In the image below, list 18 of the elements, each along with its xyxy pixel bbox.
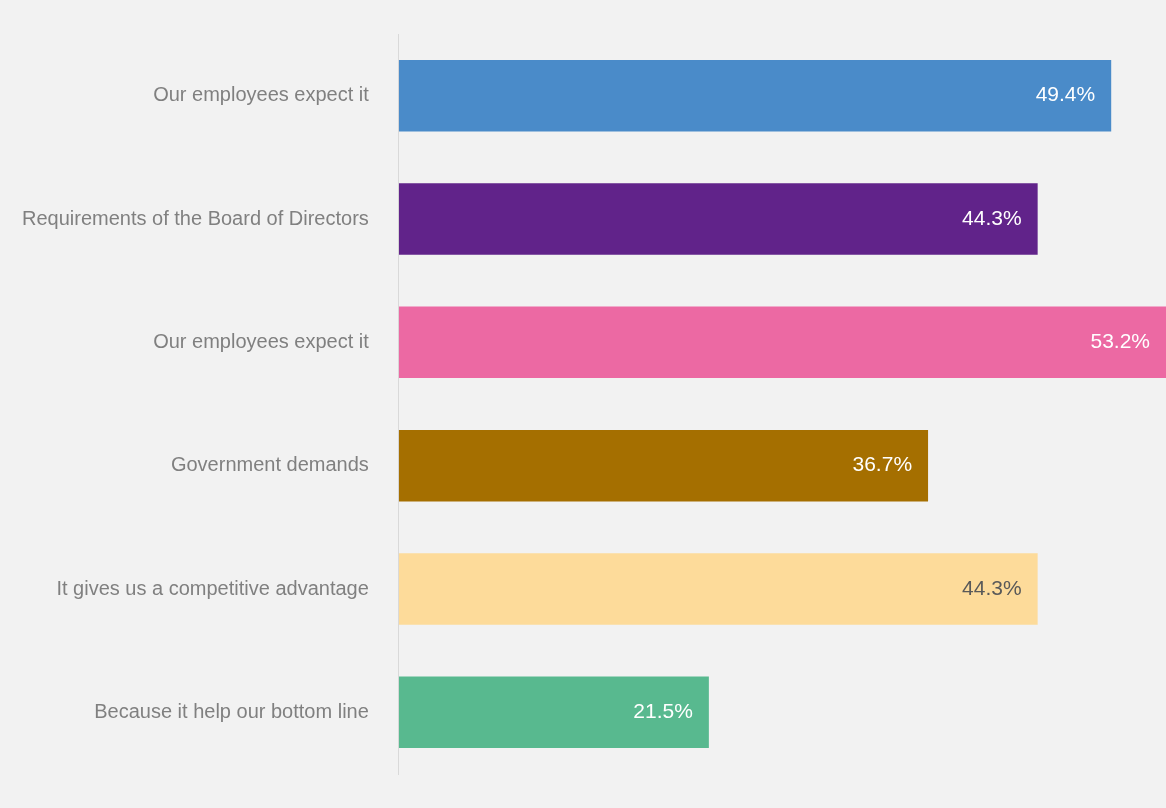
bar — [398, 183, 1038, 255]
data-label: 44.3% — [962, 575, 1022, 599]
y-tick-label: Our employees expect it — [153, 329, 370, 352]
bar — [398, 553, 1038, 625]
bar — [398, 676, 709, 749]
data-label: 53.2% — [1090, 329, 1150, 353]
y-tick-label: Our employees expect it — [153, 83, 370, 106]
bar — [398, 59, 1112, 132]
bar — [398, 429, 929, 502]
y-tick-label: Government demands — [170, 453, 369, 476]
data-label: 21.5% — [633, 699, 693, 723]
data-label: 36.7% — [852, 452, 913, 476]
data-label: 44.3% — [962, 205, 1022, 229]
y-tick-label: Because it help our bottom line — [94, 699, 369, 722]
data-label: 49.4% — [1035, 82, 1096, 106]
y-tick-label: It gives us a competitive advantage — [56, 576, 369, 599]
bar — [398, 306, 1166, 379]
y-tick-label: Requirements of the Board of Directors — [22, 206, 369, 229]
